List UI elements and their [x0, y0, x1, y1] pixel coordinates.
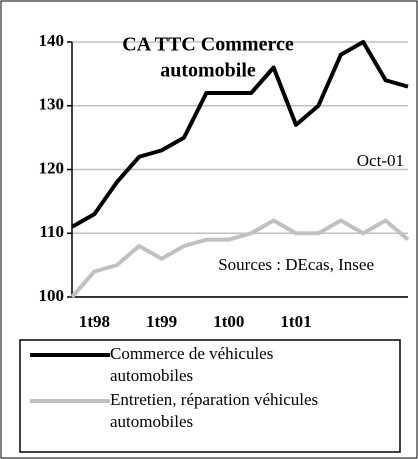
- legend-box: [19, 339, 401, 453]
- y-tick-label: 140: [39, 31, 65, 50]
- x-tick-label: 1t98: [79, 312, 110, 331]
- chart-title: CA TTC Commerce: [122, 34, 294, 56]
- y-tick-label: 100: [39, 286, 65, 305]
- annotation: Oct-01: [357, 151, 404, 170]
- y-tick-label: 110: [39, 222, 64, 241]
- legend-label: automobiles: [110, 412, 193, 431]
- legend-label: Commerce de véhicules: [110, 344, 273, 363]
- x-tick-label: 1t99: [146, 312, 177, 331]
- x-tick-label: 1t01: [280, 312, 311, 331]
- y-tick-label: 120: [39, 158, 65, 177]
- legend-label: Entretien, réparation véhicules: [110, 390, 318, 409]
- annotation: Sources : DEcas, Insee: [218, 255, 374, 274]
- x-tick-label: 1t00: [213, 312, 244, 331]
- legend-label: automobiles: [110, 366, 193, 385]
- series-line: [70, 218, 410, 299]
- chart-title: automobile: [160, 60, 256, 82]
- series-line: [71, 40, 409, 229]
- y-tick-label: 130: [39, 95, 65, 114]
